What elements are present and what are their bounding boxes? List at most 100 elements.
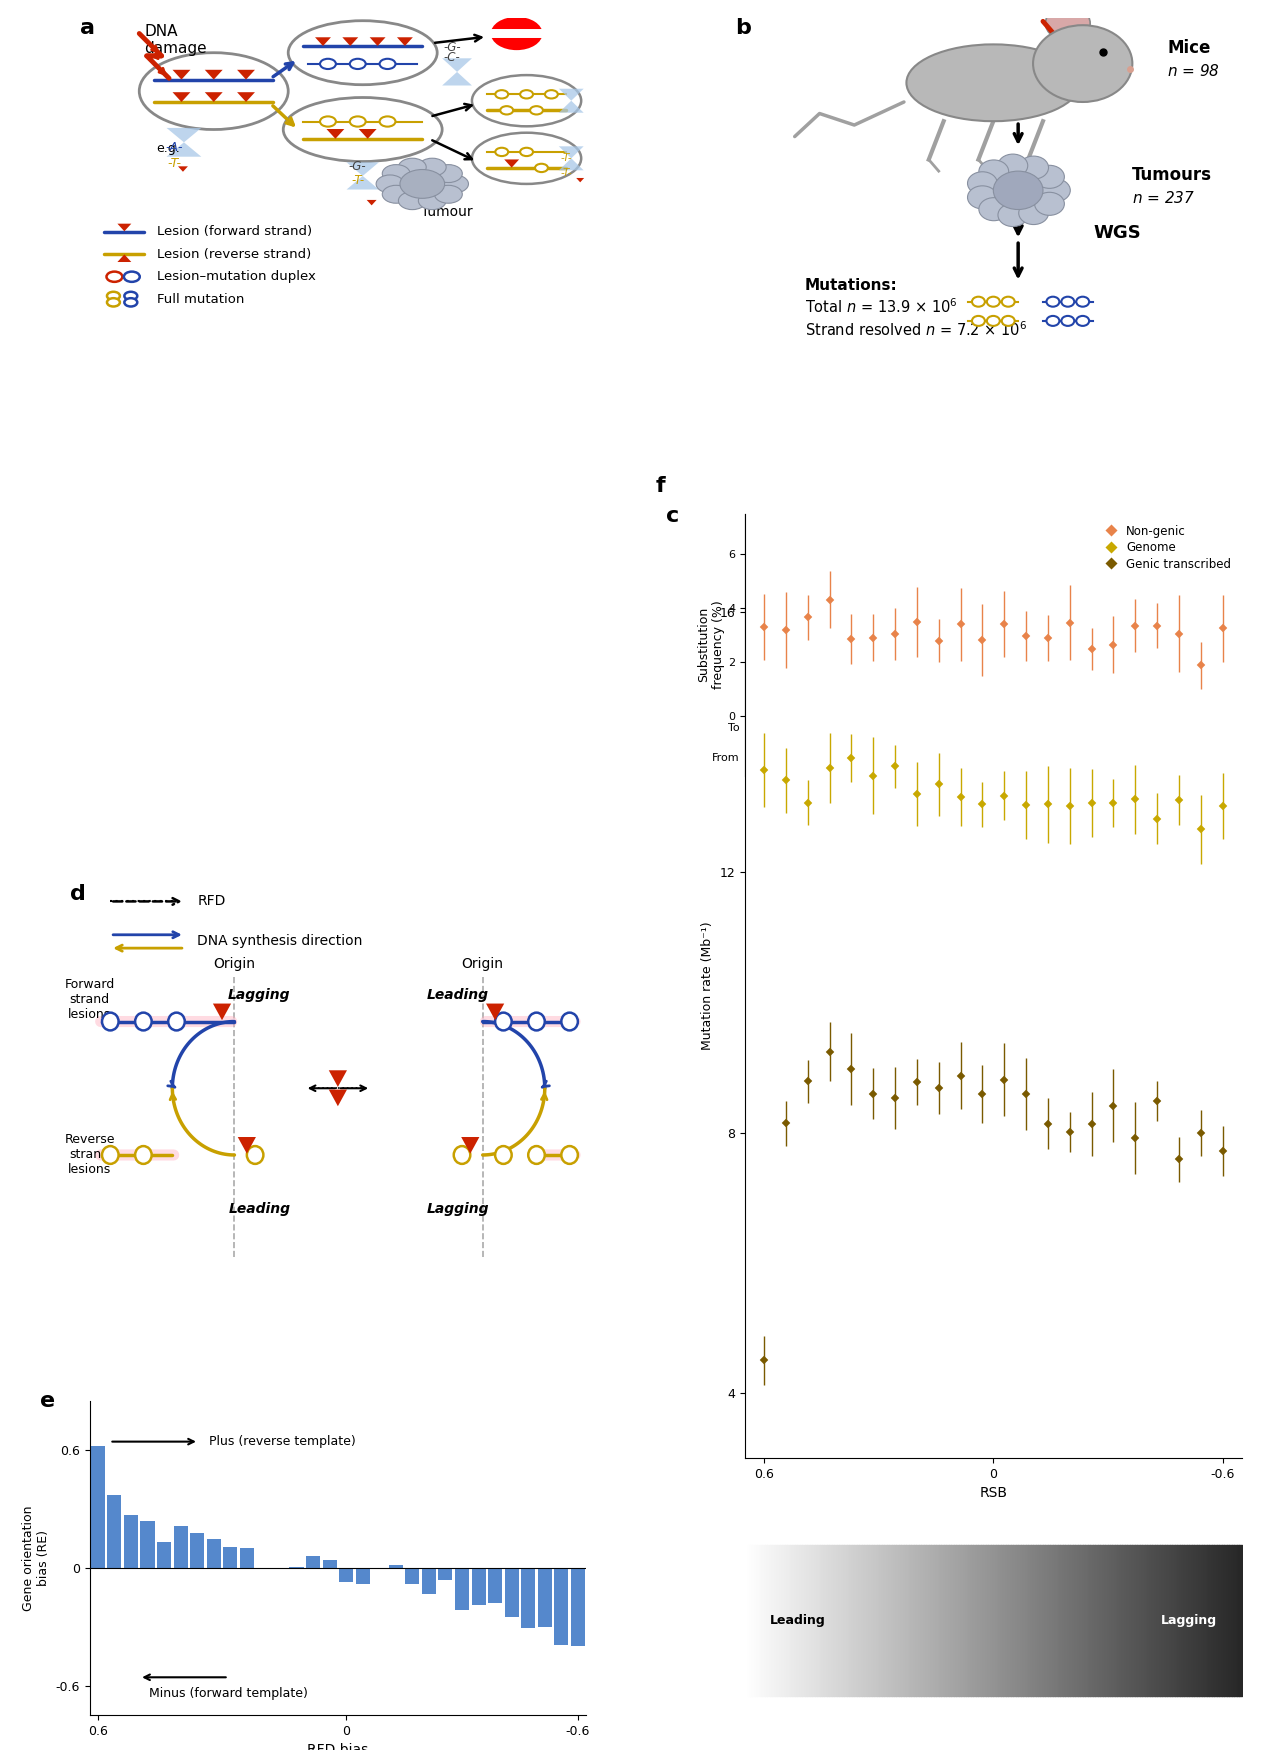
Text: Plus (reverse template): Plus (reverse template) [209,1435,356,1449]
Circle shape [968,186,997,208]
Circle shape [419,158,447,177]
Bar [1080,710,1085,716]
Circle shape [108,292,120,299]
Text: e: e [40,1391,55,1410]
Bar [1070,714,1075,716]
Polygon shape [504,159,520,168]
Circle shape [419,192,447,210]
Circle shape [383,186,410,203]
Text: Mutations:: Mutations: [805,278,897,294]
Bar [1078,718,1117,738]
Circle shape [320,60,335,68]
Circle shape [102,1146,119,1164]
Text: G: G [1052,749,1062,761]
Circle shape [520,91,532,98]
Circle shape [1002,317,1015,326]
Circle shape [106,271,123,282]
Bar [538,1568,552,1626]
Circle shape [562,1013,577,1031]
Bar [1121,684,1126,716]
Bar [571,1568,585,1647]
Bar [799,714,804,716]
Bar [471,1568,485,1605]
Bar [891,712,896,716]
Circle shape [530,107,543,114]
Text: -T-: -T- [561,154,572,163]
Bar [998,714,1004,716]
Bar [1162,668,1167,716]
Circle shape [1002,298,1015,306]
Text: C: C [929,749,940,761]
Text: Strand resolved $n$ = 7.2 × 10$^6$: Strand resolved $n$ = 7.2 × 10$^6$ [805,320,1027,340]
Bar [1172,676,1178,716]
Bar [791,718,831,738]
Circle shape [383,164,410,182]
Bar [239,1549,253,1568]
Text: A: A [890,723,897,733]
Bar [1024,709,1029,716]
Bar [521,1568,535,1628]
Circle shape [349,60,366,68]
Text: $n$ = 98: $n$ = 98 [1167,63,1220,79]
Bar [952,665,957,716]
Polygon shape [173,93,191,102]
Polygon shape [559,89,584,102]
Circle shape [398,158,426,177]
Circle shape [102,1013,119,1031]
Bar [1106,707,1111,716]
Polygon shape [366,200,376,205]
Text: T: T [972,723,979,733]
Polygon shape [205,93,223,102]
Bar [1060,712,1065,716]
Circle shape [434,164,462,182]
Circle shape [434,186,462,203]
Polygon shape [205,70,223,79]
Text: f: f [655,476,666,495]
Circle shape [998,203,1028,226]
Bar [832,718,872,738]
Text: T: T [1176,749,1184,761]
Circle shape [972,298,984,306]
Bar [1219,710,1224,716]
Bar [1208,698,1213,716]
Text: Tumour: Tumour [421,205,472,219]
Bar [1055,714,1060,716]
Circle shape [993,172,1043,210]
Circle shape [1076,317,1089,326]
Polygon shape [166,142,201,158]
Text: Lagging: Lagging [426,1202,489,1216]
Text: From: From [712,752,740,763]
Bar [124,1516,138,1568]
Text: c: c [666,506,678,527]
Bar [968,704,973,716]
Text: Origin: Origin [214,957,256,971]
Bar [973,705,978,716]
Bar [750,744,872,768]
Bar [157,1542,172,1568]
Bar [206,1538,220,1568]
Circle shape [545,91,558,98]
Bar [996,718,1036,738]
Bar [1234,682,1239,716]
Circle shape [490,18,543,51]
Ellipse shape [140,52,288,130]
Circle shape [495,91,508,98]
Bar [896,712,901,716]
Polygon shape [347,177,379,189]
Circle shape [1061,298,1074,306]
Bar [1213,700,1219,716]
Ellipse shape [906,44,1080,121]
Y-axis label: Substitution
frequency (%): Substitution frequency (%) [698,600,726,690]
Text: $n$ = 237: $n$ = 237 [1133,191,1196,206]
Polygon shape [173,70,191,79]
Bar [454,1568,468,1610]
Circle shape [495,1013,512,1031]
Bar [1147,656,1152,716]
Circle shape [979,159,1009,184]
Text: Lesion–mutation duplex: Lesion–mutation duplex [156,270,315,284]
Circle shape [968,172,997,194]
Circle shape [453,1146,470,1164]
Text: T: T [849,723,856,733]
Circle shape [979,198,1009,220]
Circle shape [1047,298,1060,306]
